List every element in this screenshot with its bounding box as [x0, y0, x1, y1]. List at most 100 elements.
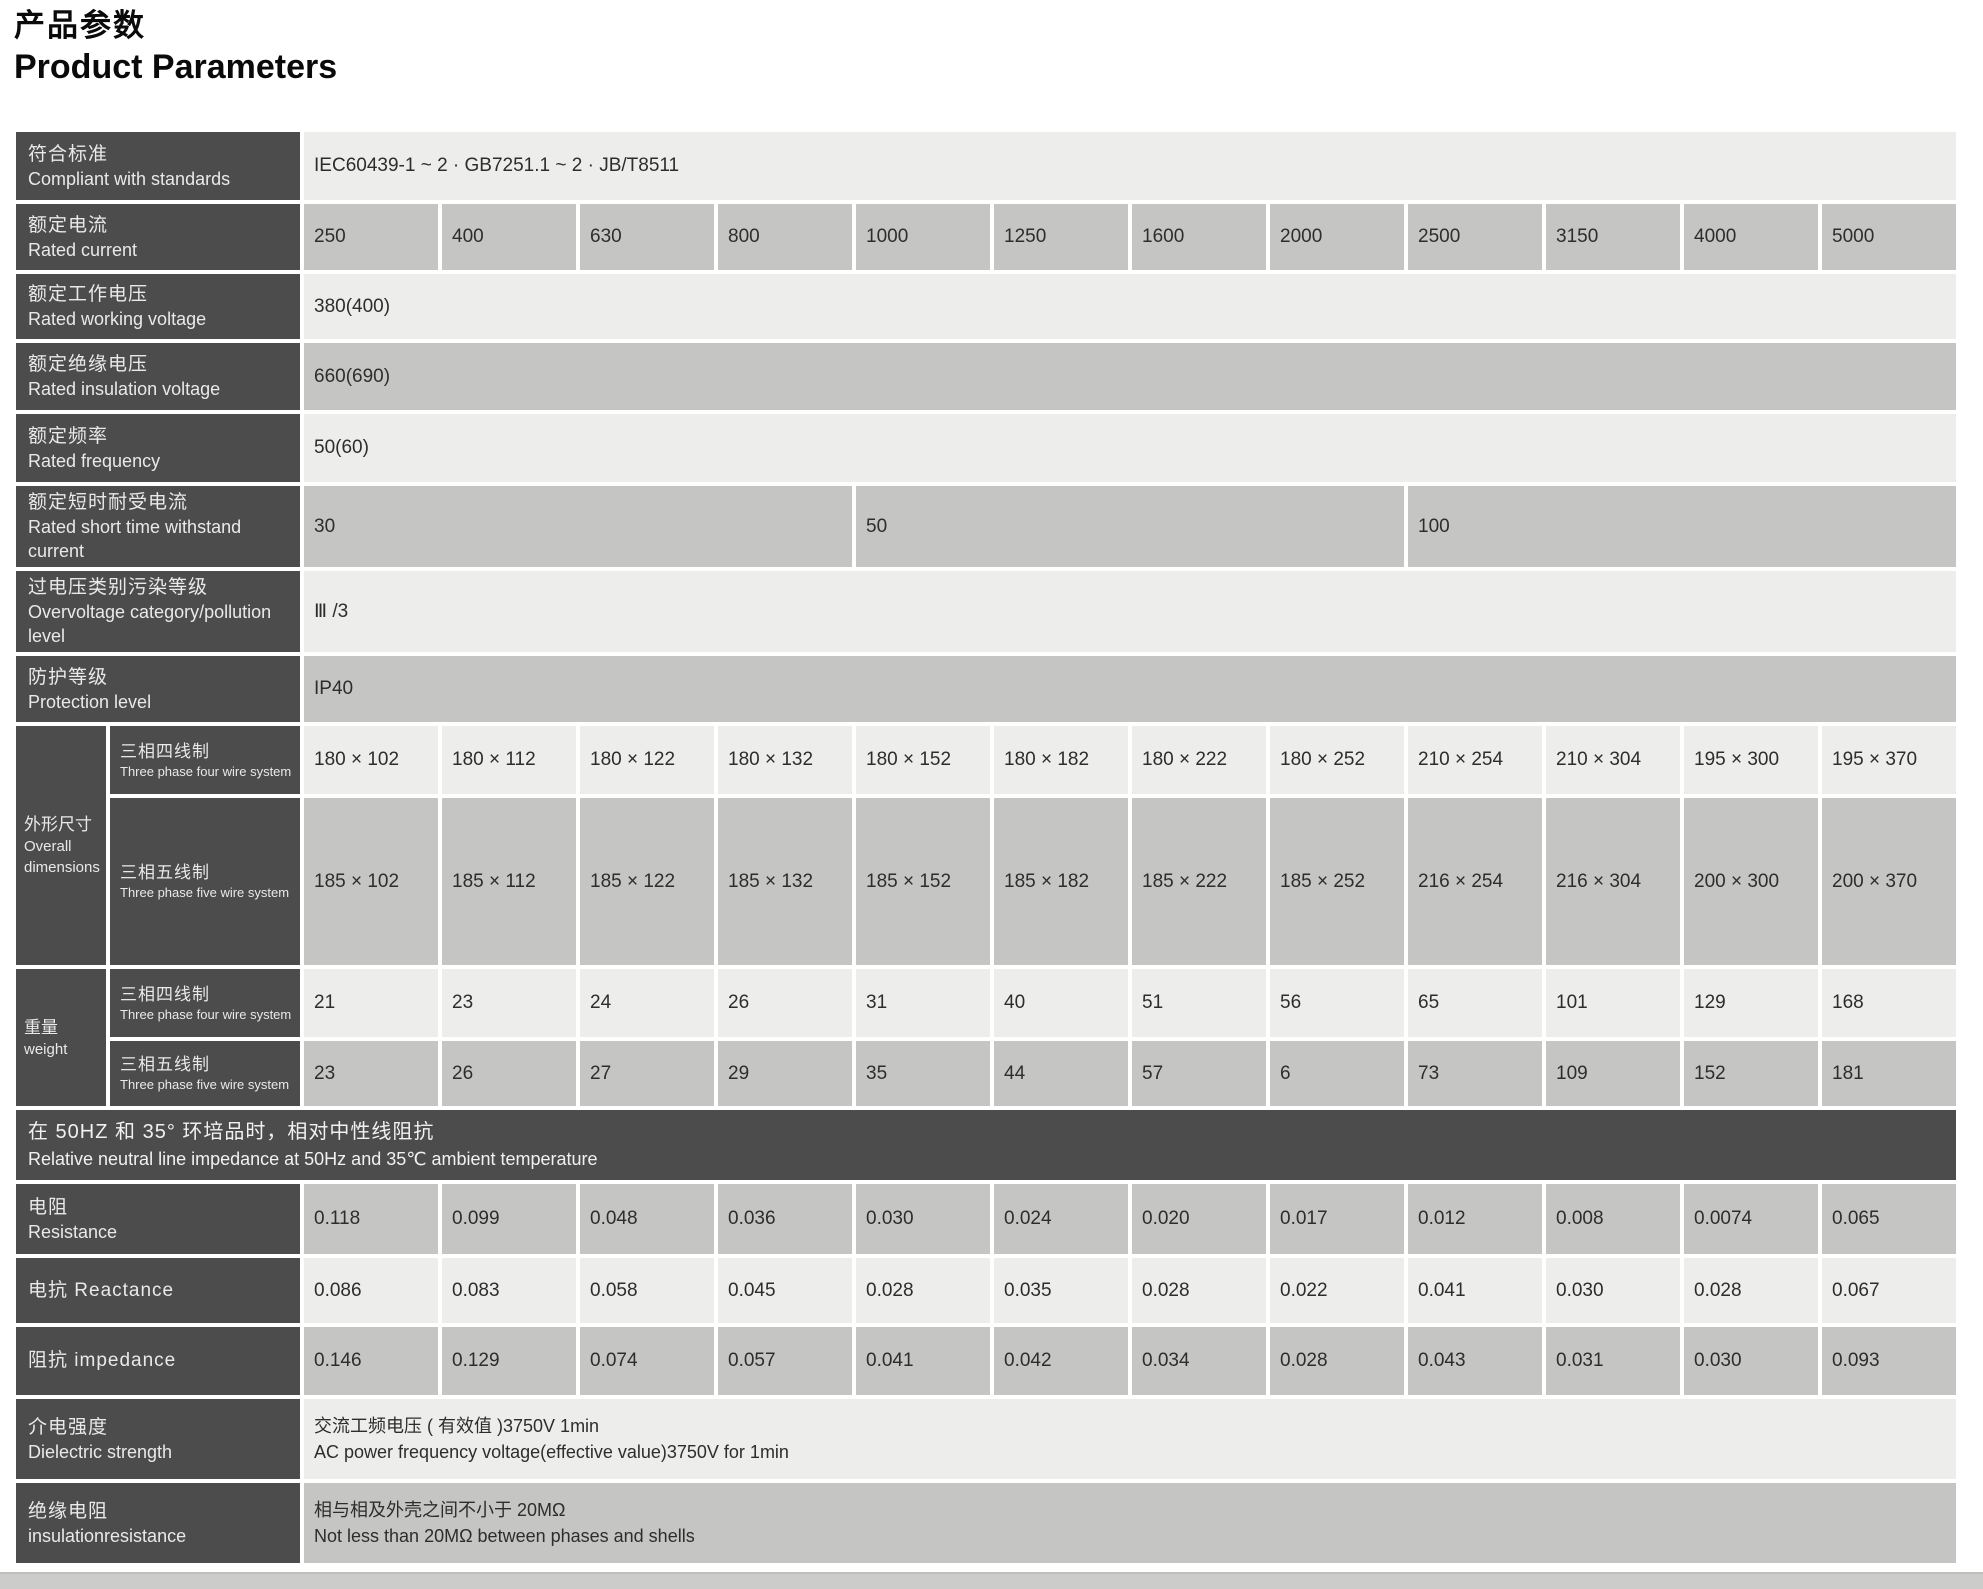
cell-dimensions-four-wire-6: 180 × 222 [1132, 726, 1267, 794]
cell-text: 0.022 [1280, 1279, 1328, 1301]
table-row-neutral-impedance-banner: 在 50HZ 和 35° 环培品时，相对中性线阻抗 Relative neutra… [16, 1110, 1957, 1180]
cell-text: 30 [314, 515, 336, 537]
cell-text: 73 [1418, 1062, 1440, 1084]
cell-text: 1250 [1004, 226, 1047, 247]
cell-text: 0.031 [1556, 1350, 1604, 1371]
cell-dimensions-four-wire-11: 195 × 370 [1822, 726, 1957, 794]
row-label-en: Resistance [28, 1221, 118, 1242]
row-label-dielectric-strength: 介电强度 Dielectric strength [16, 1399, 301, 1479]
value-text: Ⅲ /3 [314, 601, 349, 622]
cell-reactance-10: 0.028 [1684, 1258, 1819, 1323]
sub-label-dimensions-five-wire: 三相五线制 Three phase five wire system [110, 798, 301, 965]
cell-text: 2500 [1418, 226, 1461, 247]
cell-text: 44 [1004, 1062, 1026, 1084]
cell-text: 0.067 [1832, 1279, 1880, 1301]
value-rated-working-voltage: 380(400) [304, 274, 1957, 339]
row-label-en: Rated working voltage [28, 309, 207, 329]
row-label-text: 阻抗 impedance [28, 1350, 177, 1371]
cell-text: 29 [728, 1062, 750, 1084]
cell-text: 26 [452, 1062, 474, 1084]
row-label-insulation-resistance: 绝缘电阻 insulationresistance [16, 1483, 301, 1563]
row-label-rated-working-voltage: 额定工作电压 Rated working voltage [16, 274, 301, 339]
cell-reactance-6: 0.028 [1132, 1258, 1267, 1323]
cell-text: 21 [314, 992, 336, 1013]
cell-rated-current-9: 3150 [1546, 204, 1681, 270]
table-row-protection-level: 防护等级 Protection level IP40 [16, 656, 1957, 722]
cell-text: 185 × 132 [728, 870, 814, 892]
cell-reactance-2: 0.058 [580, 1258, 715, 1323]
cell-text: 800 [728, 226, 760, 247]
sub-label-zh: 三相四线制 [120, 984, 210, 1004]
sub-label-en: Three phase five wire system [120, 1077, 290, 1092]
page-title: 产品参数 Product Parameters [0, 0, 1983, 88]
cell-text: 31 [866, 992, 888, 1013]
cell-dimensions-five-wire-3: 185 × 132 [718, 798, 853, 965]
table-row-weight-four-wire: 重量 weight 三相四线制 Three phase four wire syste… [16, 969, 1957, 1106]
sub-label-en: Three phase five wire system [120, 885, 290, 900]
cell-resistance-3: 0.036 [718, 1184, 853, 1254]
row-label-en: Rated short time withstand current [28, 517, 242, 561]
cell-impedance-2: 0.074 [580, 1327, 715, 1395]
cell-dimensions-four-wire-3: 180 × 132 [718, 726, 853, 794]
row-label-en: Dielectric strength [28, 1441, 173, 1462]
cell-dimensions-four-wire-0: 180 × 102 [304, 726, 439, 794]
cell-weight-five-wire-6: 57 [1132, 1041, 1267, 1106]
cell-text: 180 × 132 [728, 749, 814, 770]
cell-rated-current-7: 2000 [1270, 204, 1405, 270]
cell-text: 0.030 [866, 1208, 914, 1229]
cell-reactance-11: 0.067 [1822, 1258, 1957, 1323]
row-label-zh: 过电压类别污染等级 [28, 577, 209, 598]
row-label-rated-current: 额定电流 Rated current [16, 204, 301, 270]
cell-text: 180 × 152 [866, 749, 952, 770]
cell-text: 180 × 252 [1280, 749, 1366, 770]
cell-resistance-2: 0.048 [580, 1184, 715, 1254]
cell-text: 0.008 [1556, 1208, 1604, 1229]
sub-label-weight-five-wire: 三相五线制 Three phase five wire system [110, 1041, 301, 1106]
row-label-resistance: 电阻 Resistance [16, 1184, 301, 1254]
row-label-zh: 额定短时耐受电流 [28, 492, 189, 513]
row-label-rated-frequency: 额定频率 Rated frequency [16, 414, 301, 482]
value-text-zh: 交流工频电压 ( 有效值 )3750V 1min [314, 1416, 600, 1436]
row-label-zh: 防护等级 [28, 666, 109, 688]
row-label-overvoltage-category-pollution-level: 过电压类别污染等级 Overvoltage category/pollution … [16, 571, 301, 652]
cell-weight-five-wire-11: 181 [1822, 1041, 1957, 1106]
row-label-en: Rated current [28, 239, 138, 260]
group-label-en-line: dimensions [24, 859, 100, 876]
table-row-resistance: 电阻 Resistance 0.118 0.099 0.048 0.036 0.030 0.0… [16, 1184, 1957, 1254]
cell-text: 0.074 [590, 1350, 638, 1371]
cell-text: 0.030 [1556, 1279, 1604, 1301]
row-label-protection-level: 防护等级 Protection level [16, 656, 301, 722]
cell-dimensions-five-wire-2: 185 × 122 [580, 798, 715, 965]
cell-text: 630 [590, 226, 622, 247]
cell-dimensions-five-wire-8: 216 × 254 [1408, 798, 1543, 965]
cell-weight-four-wire-5: 40 [994, 969, 1129, 1037]
group-label-zh: 重量 [24, 1017, 58, 1037]
row-label-en: Rated frequency [28, 450, 161, 471]
cell-dimensions-five-wire-10: 200 × 300 [1684, 798, 1819, 965]
cell-rated-current-4: 1000 [856, 204, 991, 270]
table-row-rated-short-time-withstand-current: 额定短时耐受电流 Rated short time withstand curre… [16, 486, 1957, 567]
cell-text: 216 × 304 [1556, 870, 1642, 892]
value-overvoltage-category-pollution-level: Ⅲ /3 [304, 571, 1957, 652]
table-row-rated-working-voltage: 额定工作电压 Rated working voltage 380(400) [16, 274, 1957, 339]
cell-text: 56 [1280, 992, 1302, 1013]
cell-text: 0.118 [314, 1208, 361, 1229]
cell-text: 195 × 370 [1832, 749, 1918, 770]
row-label-reactance: 电抗 Reactance [16, 1258, 301, 1323]
table-row-rated-insulation-voltage: 额定绝缘电压 Rated insulation voltage 660(690) [16, 343, 1957, 410]
group-label-en-line: Overall [24, 838, 72, 855]
value-text: 50(60) [314, 437, 369, 458]
cell-text: 129 [1694, 992, 1726, 1013]
sub-label-zh: 三相五线制 [120, 1055, 210, 1074]
table-row-impedance: 阻抗 impedance 0.146 0.129 0.074 0.057 0.041 0.0… [16, 1327, 1957, 1395]
row-label-zh: 介电强度 [28, 1416, 109, 1438]
cell-dimensions-four-wire-1: 180 × 112 [442, 726, 577, 794]
cell-text: 185 × 102 [314, 870, 400, 892]
cell-text: 0.034 [1142, 1350, 1190, 1371]
cell-dimensions-four-wire-4: 180 × 152 [856, 726, 991, 794]
cell-rated-current-10: 4000 [1684, 204, 1819, 270]
value-text: 380(400) [314, 295, 391, 317]
value-protection-level: IP40 [304, 656, 1957, 722]
cell-weight-four-wire-10: 129 [1684, 969, 1819, 1037]
cell-reactance-1: 0.083 [442, 1258, 577, 1323]
